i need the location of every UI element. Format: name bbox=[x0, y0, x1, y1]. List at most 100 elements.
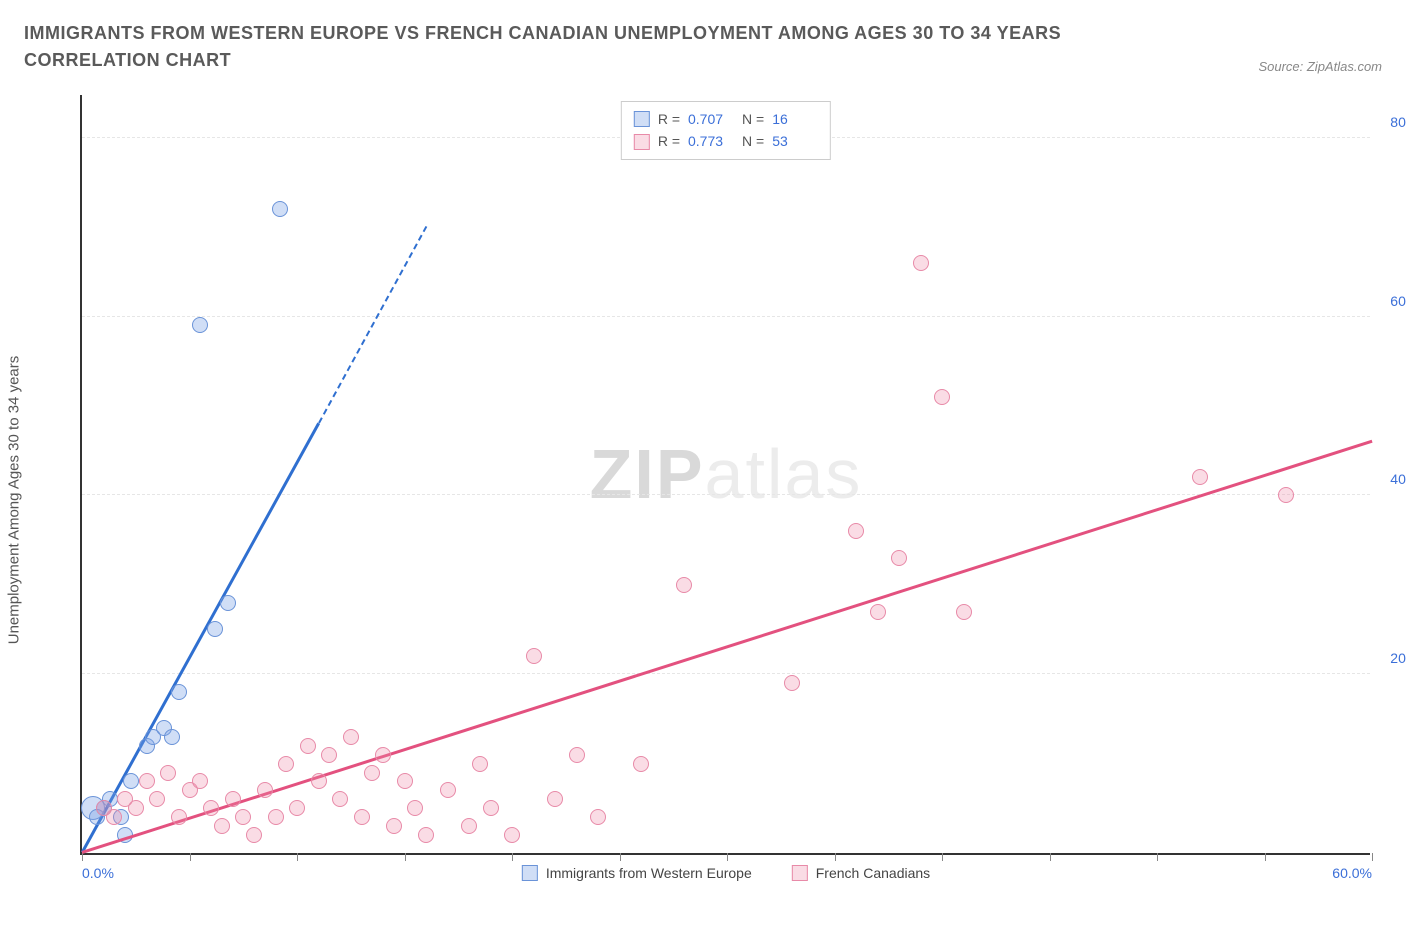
x-tick bbox=[1050, 853, 1051, 861]
data-point-french_canadians bbox=[225, 791, 241, 807]
data-point-french_canadians bbox=[1192, 469, 1208, 485]
y-tick-label: 80.0% bbox=[1390, 114, 1406, 130]
legend-label: French Canadians bbox=[816, 865, 930, 881]
legend-item: French Canadians bbox=[792, 865, 930, 881]
data-point-french_canadians bbox=[149, 791, 165, 807]
data-point-french_canadians bbox=[332, 791, 348, 807]
legend-label: Immigrants from Western Europe bbox=[546, 865, 752, 881]
r-label: R = bbox=[658, 130, 680, 152]
data-point-french_canadians bbox=[784, 675, 800, 691]
y-tick-label: 20.0% bbox=[1390, 650, 1406, 666]
x-tick bbox=[620, 853, 621, 861]
data-point-western_europe bbox=[171, 684, 187, 700]
legend-swatch bbox=[792, 865, 808, 881]
x-tick bbox=[82, 853, 83, 861]
x-tick bbox=[1157, 853, 1158, 861]
chart-container: Unemployment Among Ages 30 to 34 years Z… bbox=[24, 95, 1382, 905]
n-label: N = bbox=[742, 130, 764, 152]
data-point-french_canadians bbox=[440, 782, 456, 798]
watermark: ZIPatlas bbox=[590, 434, 863, 514]
data-point-french_canadians bbox=[311, 773, 327, 789]
legend-stat-row: R = 0.707 N = 16 bbox=[634, 108, 818, 130]
data-point-french_canadians bbox=[934, 389, 950, 405]
data-point-french_canadians bbox=[257, 782, 273, 798]
data-point-french_canadians bbox=[483, 800, 499, 816]
x-tick-label: 0.0% bbox=[82, 865, 114, 881]
data-point-french_canadians bbox=[472, 756, 488, 772]
data-point-french_canadians bbox=[870, 604, 886, 620]
data-point-western_europe bbox=[192, 317, 208, 333]
y-tick-label: 40.0% bbox=[1390, 471, 1406, 487]
data-point-french_canadians bbox=[526, 648, 542, 664]
data-point-western_europe bbox=[123, 773, 139, 789]
data-point-french_canadians bbox=[289, 800, 305, 816]
data-point-french_canadians bbox=[375, 747, 391, 763]
data-point-french_canadians bbox=[590, 809, 606, 825]
legend-item: Immigrants from Western Europe bbox=[522, 865, 752, 881]
data-point-french_canadians bbox=[386, 818, 402, 834]
x-tick bbox=[190, 853, 191, 861]
x-tick bbox=[1265, 853, 1266, 861]
r-value: 0.707 bbox=[688, 108, 734, 130]
data-point-french_canadians bbox=[418, 827, 434, 843]
x-tick bbox=[1372, 853, 1373, 861]
legend-swatch bbox=[634, 134, 650, 150]
x-tick bbox=[727, 853, 728, 861]
chart-title: IMMIGRANTS FROM WESTERN EUROPE VS FRENCH… bbox=[24, 20, 1144, 74]
n-value: 16 bbox=[772, 108, 818, 130]
data-point-french_canadians bbox=[891, 550, 907, 566]
x-tick-label: 60.0% bbox=[1332, 865, 1372, 881]
legend-stat-row: R = 0.773 N = 53 bbox=[634, 130, 818, 152]
data-point-french_canadians bbox=[569, 747, 585, 763]
data-point-french_canadians bbox=[676, 577, 692, 593]
data-point-french_canadians bbox=[407, 800, 423, 816]
data-point-french_canadians bbox=[547, 791, 563, 807]
x-tick bbox=[942, 853, 943, 861]
trend-line-dash-western_europe bbox=[318, 226, 427, 424]
legend-series: Immigrants from Western Europe French Can… bbox=[522, 865, 930, 881]
legend-stats: R = 0.707 N = 16 R = 0.773 N = 53 bbox=[621, 101, 831, 160]
data-point-western_europe bbox=[220, 595, 236, 611]
x-tick bbox=[512, 853, 513, 861]
data-point-french_canadians bbox=[160, 765, 176, 781]
data-point-french_canadians bbox=[235, 809, 251, 825]
data-point-french_canadians bbox=[633, 756, 649, 772]
data-point-french_canadians bbox=[268, 809, 284, 825]
n-label: N = bbox=[742, 108, 764, 130]
data-point-french_canadians bbox=[203, 800, 219, 816]
n-value: 53 bbox=[772, 130, 818, 152]
data-point-french_canadians bbox=[192, 773, 208, 789]
data-point-french_canadians bbox=[1278, 487, 1294, 503]
data-point-french_canadians bbox=[128, 800, 144, 816]
x-tick bbox=[405, 853, 406, 861]
data-point-french_canadians bbox=[246, 827, 262, 843]
legend-swatch bbox=[634, 111, 650, 127]
data-point-french_canadians bbox=[913, 255, 929, 271]
data-point-french_canadians bbox=[364, 765, 380, 781]
data-point-french_canadians bbox=[343, 729, 359, 745]
data-point-french_canadians bbox=[354, 809, 370, 825]
r-value: 0.773 bbox=[688, 130, 734, 152]
data-point-french_canadians bbox=[171, 809, 187, 825]
y-tick-label: 60.0% bbox=[1390, 293, 1406, 309]
gridline bbox=[82, 673, 1370, 674]
data-point-french_canadians bbox=[397, 773, 413, 789]
data-point-french_canadians bbox=[461, 818, 477, 834]
data-point-french_canadians bbox=[106, 809, 122, 825]
x-tick bbox=[835, 853, 836, 861]
data-point-french_canadians bbox=[504, 827, 520, 843]
data-point-french_canadians bbox=[139, 773, 155, 789]
x-tick bbox=[297, 853, 298, 861]
data-point-french_canadians bbox=[956, 604, 972, 620]
source-attribution: Source: ZipAtlas.com bbox=[1258, 59, 1382, 74]
data-point-french_canadians bbox=[278, 756, 294, 772]
legend-swatch bbox=[522, 865, 538, 881]
data-point-western_europe bbox=[272, 201, 288, 217]
r-label: R = bbox=[658, 108, 680, 130]
gridline bbox=[82, 494, 1370, 495]
data-point-western_europe bbox=[164, 729, 180, 745]
data-point-western_europe bbox=[207, 621, 223, 637]
plot-area: ZIPatlas R =0.707N =16R =0.773N =53 Immi… bbox=[80, 95, 1370, 855]
data-point-french_canadians bbox=[214, 818, 230, 834]
y-axis-label: Unemployment Among Ages 30 to 34 years bbox=[6, 356, 23, 645]
